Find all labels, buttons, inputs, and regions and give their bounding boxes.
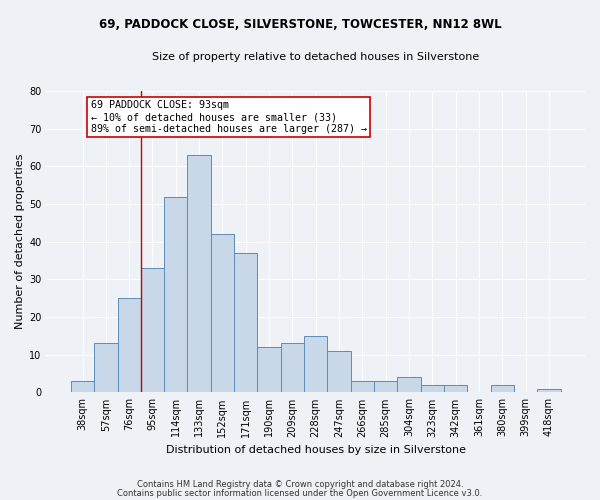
Text: 69, PADDOCK CLOSE, SILVERSTONE, TOWCESTER, NN12 8WL: 69, PADDOCK CLOSE, SILVERSTONE, TOWCESTE… bbox=[98, 18, 502, 30]
Y-axis label: Number of detached properties: Number of detached properties bbox=[15, 154, 25, 330]
Bar bbox=[164, 196, 187, 392]
Bar bbox=[421, 385, 444, 392]
Bar bbox=[118, 298, 141, 392]
Bar bbox=[397, 378, 421, 392]
Bar bbox=[141, 268, 164, 392]
Bar bbox=[350, 381, 374, 392]
Text: Contains HM Land Registry data © Crown copyright and database right 2024.: Contains HM Land Registry data © Crown c… bbox=[137, 480, 463, 489]
Bar bbox=[444, 385, 467, 392]
Bar bbox=[328, 351, 350, 393]
Bar bbox=[374, 381, 397, 392]
Title: Size of property relative to detached houses in Silverstone: Size of property relative to detached ho… bbox=[152, 52, 479, 62]
Bar bbox=[234, 253, 257, 392]
Bar bbox=[491, 385, 514, 392]
Bar bbox=[304, 336, 328, 392]
Bar bbox=[537, 388, 560, 392]
Text: 69 PADDOCK CLOSE: 93sqm
← 10% of detached houses are smaller (33)
89% of semi-de: 69 PADDOCK CLOSE: 93sqm ← 10% of detache… bbox=[91, 100, 367, 134]
Bar bbox=[281, 344, 304, 392]
Bar bbox=[211, 234, 234, 392]
Bar bbox=[187, 155, 211, 392]
Bar bbox=[94, 344, 118, 392]
Bar bbox=[257, 347, 281, 393]
Text: Contains public sector information licensed under the Open Government Licence v3: Contains public sector information licen… bbox=[118, 489, 482, 498]
Bar bbox=[71, 381, 94, 392]
X-axis label: Distribution of detached houses by size in Silverstone: Distribution of detached houses by size … bbox=[166, 445, 466, 455]
